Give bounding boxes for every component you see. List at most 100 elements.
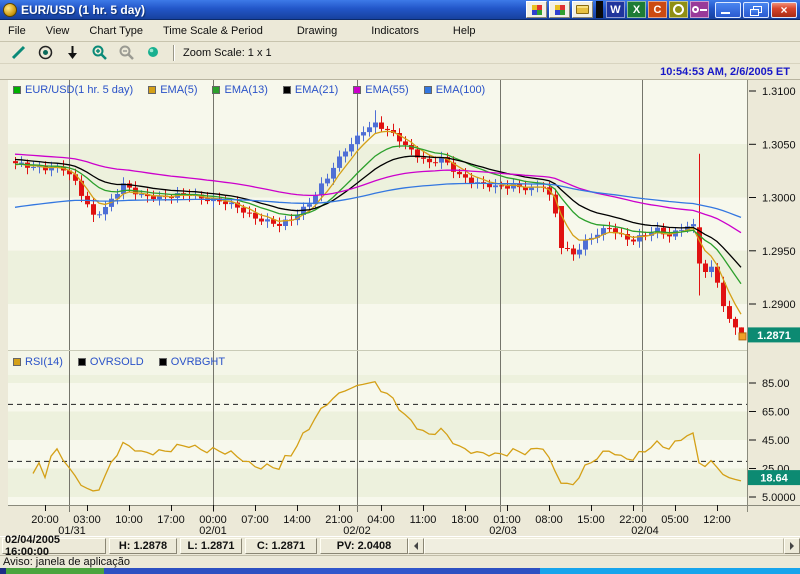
toolbar: Zoom Scale: 1 x 1 <box>0 42 800 64</box>
toolbar-buttons <box>6 44 165 62</box>
rsi-legend-item-ovrbght: OVRBGHT <box>158 356 226 368</box>
trendline-tool-icon <box>11 45 25 60</box>
open-folder-icon[interactable] <box>572 1 593 18</box>
svg-text:18:00: 18:00 <box>451 514 479 526</box>
svg-text:1.2900: 1.2900 <box>762 299 796 311</box>
programs-grid-icon-glyph <box>531 4 542 15</box>
zoom-in-tool-icon <box>92 45 107 60</box>
status-fields: 02/04/2005 16:00:00 H: 1.2878 L: 1.2871 C: … <box>2 534 408 558</box>
main-chart-legend: EUR/USD(1 hr. 5 day) EMA(5) EMA(13) EMA(21)… <box>13 84 485 96</box>
minimize-icon <box>721 11 730 14</box>
bar-pivot: PV: 2.0408 <box>320 538 408 554</box>
svg-text:04:00: 04:00 <box>367 514 395 526</box>
restore-button[interactable] <box>743 1 769 18</box>
right-arrow-icon <box>790 542 794 550</box>
svg-text:00:00: 00:00 <box>199 514 227 526</box>
scrollbar-thumb[interactable] <box>424 538 784 554</box>
rsi-legend-item-swatch-icon <box>77 358 86 366</box>
svg-text:5.0000: 5.0000 <box>762 492 796 504</box>
menu-bar: File View Chart Type Time Scale & Period Dra… <box>0 20 800 42</box>
excel-icon[interactable]: X <box>627 1 646 18</box>
key-icon-glyph <box>692 6 699 13</box>
zoom-out-tool-button[interactable] <box>114 44 138 62</box>
app-coin-icon <box>3 2 17 17</box>
clock-icon-glyph <box>673 4 684 15</box>
svg-text:17:00: 17:00 <box>157 514 185 526</box>
bar-high: H: 1.2878 <box>109 538 177 554</box>
marker-tool-button[interactable] <box>141 44 165 62</box>
svg-text:02/03: 02/03 <box>489 525 517 536</box>
legend-item-ema-21: EMA(21) <box>282 84 338 96</box>
icon-separator <box>596 1 603 18</box>
scroll-left-button[interactable] <box>408 538 424 554</box>
svg-text:1.2950: 1.2950 <box>762 246 796 258</box>
svg-text:15:00: 15:00 <box>577 514 605 526</box>
marker-tool-icon <box>147 47 158 57</box>
svg-text:1.3000: 1.3000 <box>762 193 796 205</box>
arrow-down-tool-icon <box>67 46 77 59</box>
legend-item-swatch-icon <box>13 86 21 94</box>
word-icon[interactable]: W <box>606 1 625 18</box>
window-buttons: × <box>715 1 797 18</box>
programs-grid-icon[interactable] <box>526 1 547 18</box>
arrow-down-tool-button[interactable] <box>60 44 84 62</box>
legend-item-label: EMA(55) <box>365 84 409 96</box>
menu-file[interactable]: File <box>8 24 26 37</box>
rsi-legend-item-swatch-icon <box>13 358 21 366</box>
taskbar-segment-4 <box>420 568 540 574</box>
scroll-right-button[interactable] <box>784 538 800 554</box>
menu-help[interactable]: Help <box>452 24 476 37</box>
legend-item-label: EUR/USD(1 hr. 5 day) <box>25 84 134 96</box>
rsi-legend-item-label: OVRBGHT <box>170 356 226 368</box>
open-folder-icon-glyph <box>576 5 589 14</box>
price-chart-svg[interactable]: 1.3100 1.3050 1.3000 1.2950 1.2900 85.00 65.00… <box>0 80 800 536</box>
horizontal-scrollbar[interactable] <box>408 538 800 554</box>
zoom-out-tool-icon <box>119 45 134 60</box>
svg-text:02/02: 02/02 <box>343 525 371 536</box>
window-title: EUR/USD (1 hr. 5 day) <box>21 2 146 17</box>
legend-item-swatch-icon <box>212 86 221 94</box>
svg-text:01:00: 01:00 <box>493 514 521 526</box>
close-button[interactable]: × <box>771 1 797 18</box>
minimize-button[interactable] <box>715 1 741 18</box>
legend-item-label: EMA(100) <box>435 84 486 96</box>
crosshair-tool-button[interactable] <box>33 44 57 62</box>
svg-text:10:00: 10:00 <box>115 514 143 526</box>
menu-indicators[interactable]: Indicators <box>371 24 419 37</box>
key-icon[interactable] <box>690 1 709 18</box>
legend-item-swatch-icon <box>423 86 432 94</box>
clock-icon[interactable] <box>669 1 688 18</box>
svg-text:45.00: 45.00 <box>762 435 790 447</box>
legend-item-label: EMA(5) <box>160 84 198 96</box>
chart-canvas[interactable]: 1.3100 1.3050 1.3000 1.2950 1.2900 85.00 65.00… <box>0 80 800 536</box>
zoom-in-tool-button[interactable] <box>87 44 111 62</box>
svg-text:07:00: 07:00 <box>241 514 269 526</box>
svg-text:01/31: 01/31 <box>58 525 86 536</box>
bar-datetime: 02/04/2005 16:00:00 <box>2 534 106 558</box>
svg-text:02/01: 02/01 <box>199 525 227 536</box>
svg-text:12:00: 12:00 <box>703 514 731 526</box>
menu-time-scale-period[interactable]: Time Scale & Period <box>163 24 263 37</box>
svg-text:1.2871: 1.2871 <box>757 330 791 342</box>
menu-drawing[interactable]: Drawing <box>296 24 338 37</box>
taskbar-segment-0 <box>0 568 6 574</box>
taskbar-segment-2 <box>104 568 300 574</box>
info-bar: 10:54:53 AM, 2/6/2005 ET <box>0 64 800 80</box>
key-icon-tail <box>700 8 707 11</box>
svg-text:11:00: 11:00 <box>410 514 437 526</box>
notice-text: Aviso: janela de aplicação <box>3 556 130 568</box>
svg-text:20:00: 20:00 <box>31 514 59 526</box>
chart-window-icon[interactable] <box>549 1 570 18</box>
svg-text:18.64: 18.64 <box>760 473 788 485</box>
menu-view[interactable]: View <box>45 24 70 37</box>
legend-item-ema-100: EMA(100) <box>423 84 486 96</box>
taskbar-segment-1 <box>6 568 104 574</box>
application-notice: Aviso: janela de aplicação <box>0 555 800 568</box>
calendar-app-icon[interactable]: C <box>648 1 667 18</box>
svg-text:1.3050: 1.3050 <box>762 139 796 151</box>
menu-chart-type[interactable]: Chart Type <box>89 24 143 37</box>
taskbar-strip[interactable] <box>0 568 800 574</box>
trendline-tool-button[interactable] <box>6 44 30 62</box>
legend-item-swatch-icon <box>148 86 157 94</box>
